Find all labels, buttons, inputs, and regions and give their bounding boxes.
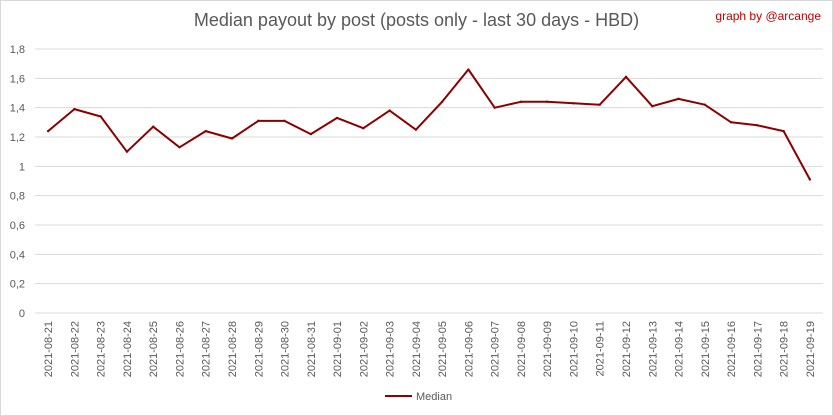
data-point [467, 68, 470, 71]
data-point [808, 178, 812, 181]
x-tick-label: 2021-09-17 [752, 321, 764, 377]
legend-label: Median [416, 391, 452, 403]
x-tick-label: 2021-08-29 [253, 321, 265, 377]
data-point [309, 132, 312, 136]
y-tick-label: 0,4 [10, 249, 25, 261]
y-tick-label: 1,2 [10, 132, 25, 144]
x-tick-label: 2021-08-23 [96, 321, 108, 377]
y-tick-label: 1,4 [10, 103, 25, 115]
chart-credit: graph by @arcange [715, 9, 821, 23]
x-tick-label: 2021-08-28 [227, 321, 239, 377]
x-tick-label: 2021-09-16 [726, 321, 738, 377]
x-tick-label: 2021-09-03 [385, 321, 397, 377]
x-tick-label: 2021-09-18 [779, 321, 791, 377]
x-tick-label: 2021-09-14 [674, 321, 686, 377]
x-tick-label: 2021-09-12 [621, 321, 633, 377]
x-tick-label: 2021-09-08 [516, 321, 528, 377]
x-tick-label: 2021-09-01 [332, 321, 344, 377]
chart-title: Median payout by post (posts only - last… [193, 10, 640, 30]
y-tick-label: 0,6 [10, 220, 25, 232]
x-tick-label: 2021-09-04 [411, 321, 423, 377]
x-tick-label: 2021-09-19 [805, 321, 817, 377]
data-point [362, 127, 365, 130]
data-point [230, 137, 234, 140]
data-point [546, 100, 549, 104]
x-tick-label: 2021-09-05 [437, 321, 449, 377]
y-tick-label: 1,6 [10, 73, 25, 85]
data-point [152, 125, 155, 128]
data-point [598, 103, 601, 106]
data-point [440, 100, 444, 104]
x-tick-label: 2021-09-06 [463, 321, 475, 377]
x-tick-label: 2021-08-25 [148, 321, 160, 377]
x-tick-label: 2021-08-26 [174, 321, 186, 377]
x-tick-label: 2021-09-13 [647, 321, 659, 377]
data-point [204, 129, 207, 133]
data-point [73, 107, 76, 111]
y-axis-ticks: 0 0,2 0,4 0,6 0,8 1 1,2 1,4 1,6 1,8 [10, 44, 25, 320]
x-tick-label: 2021-08-24 [122, 321, 134, 377]
data-point [519, 100, 523, 104]
series-line-median [47, 68, 811, 180]
data-point [46, 129, 50, 133]
data-point [624, 75, 628, 79]
x-tick-label: 2021-08-27 [201, 321, 213, 377]
x-tick-label: 2021-09-02 [358, 321, 370, 377]
data-point [572, 102, 575, 105]
x-axis-ticks: 2021-08-21 2021-08-22 2021-08-23 2021-08-24… [43, 321, 817, 377]
grid-lines [35, 48, 823, 314]
data-point [125, 150, 129, 153]
series-lines [46, 68, 812, 181]
data-point [283, 119, 286, 123]
data-point [99, 115, 102, 118]
data-point [178, 146, 181, 149]
data-point [756, 124, 759, 127]
legend: Median [385, 391, 452, 403]
data-point [651, 105, 654, 108]
data-point [414, 128, 418, 131]
x-tick-label: 2021-08-30 [280, 321, 292, 377]
data-point [677, 97, 680, 101]
x-tick-label: 2021-09-11 [595, 321, 607, 376]
x-tick-label: 2021-09-15 [700, 321, 712, 377]
x-tick-label: 2021-08-31 [306, 321, 318, 377]
y-tick-label: 0,8 [10, 191, 25, 203]
x-tick-label: 2021-08-22 [69, 321, 81, 377]
data-point [335, 116, 339, 120]
data-point [388, 109, 391, 112]
data-point [493, 106, 496, 109]
y-tick-label: 0,2 [10, 279, 25, 291]
x-tick-label: 2021-08-21 [43, 321, 55, 377]
data-point [703, 103, 706, 106]
data-point [729, 121, 733, 124]
data-point [257, 119, 260, 123]
y-tick-label: 0 [19, 308, 25, 320]
x-tick-label: 2021-09-10 [568, 321, 580, 377]
x-tick-label: 2021-09-07 [490, 321, 502, 377]
data-point [782, 129, 785, 133]
x-tick-label: 2021-09-09 [542, 321, 554, 377]
y-tick-label: 1,8 [10, 44, 25, 56]
y-tick-label: 1 [19, 161, 25, 173]
